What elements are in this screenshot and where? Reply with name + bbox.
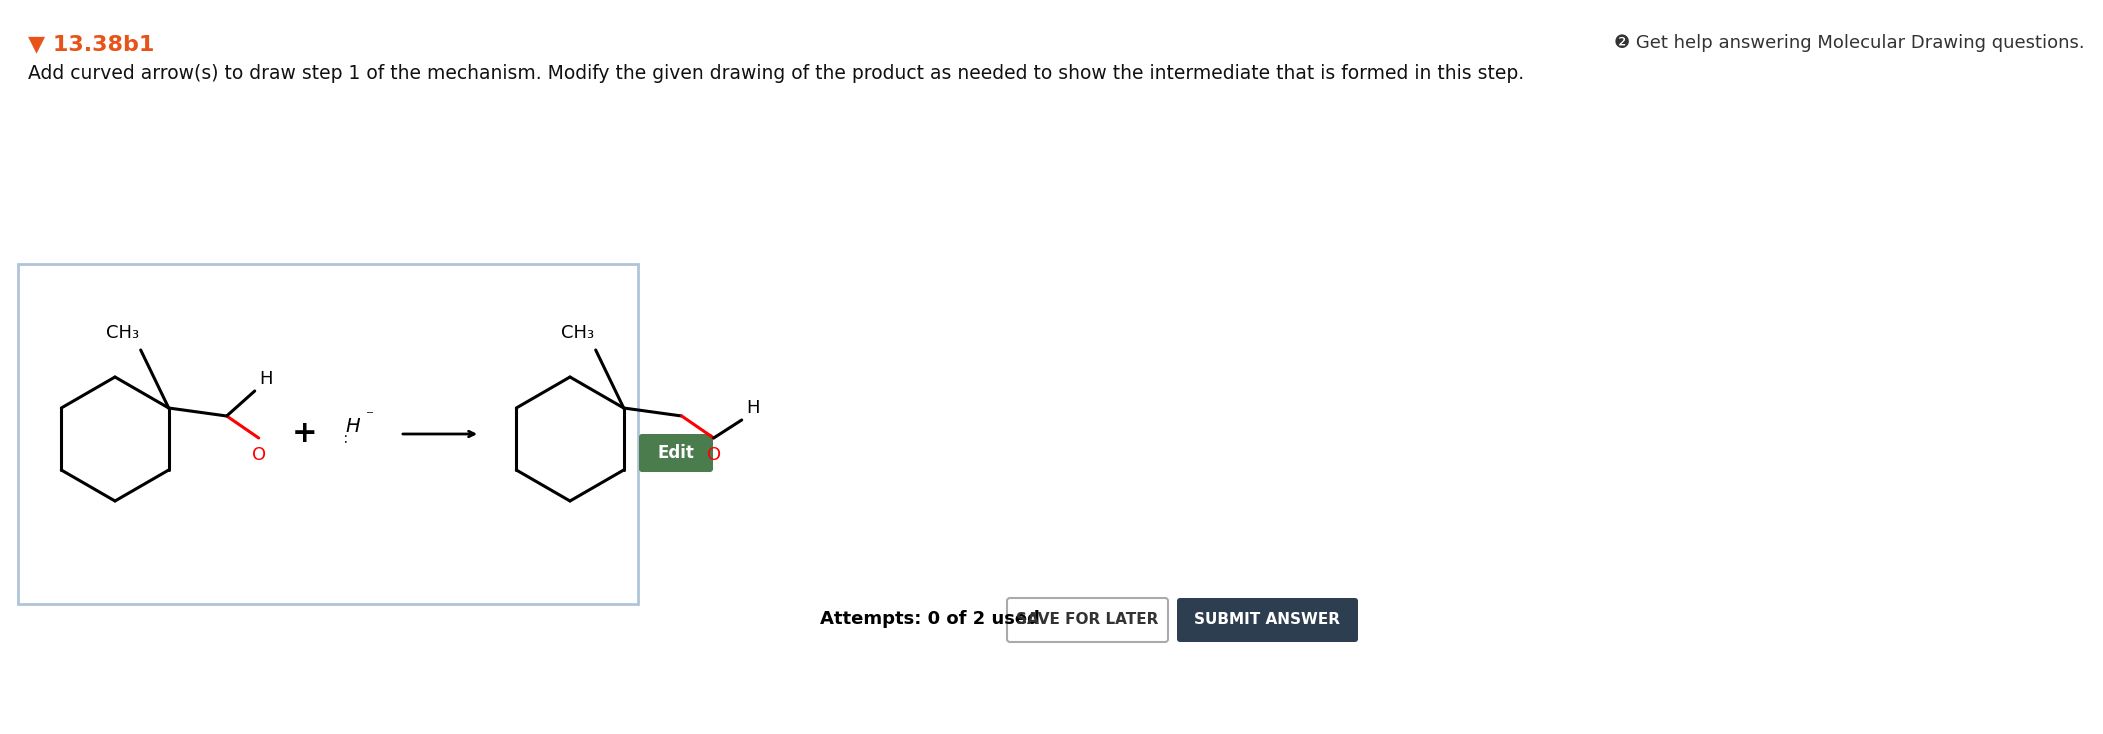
Text: CH₃: CH₃ [562,324,595,342]
Text: +: + [292,420,318,448]
Text: ❷ Get help answering Molecular Drawing questions.: ❷ Get help answering Molecular Drawing q… [1615,34,2084,52]
Text: ▼ 13.38b1: ▼ 13.38b1 [27,34,154,54]
Text: SUBMIT ANSWER: SUBMIT ANSWER [1195,612,1340,628]
Text: ∶: ∶ [345,433,347,447]
FancyBboxPatch shape [639,434,713,472]
Text: Attempts: 0 of 2 used: Attempts: 0 of 2 used [820,610,1039,628]
FancyBboxPatch shape [19,264,637,604]
Text: O: O [707,446,721,464]
Text: SAVE FOR LATER: SAVE FOR LATER [1016,612,1159,628]
Text: ⁻: ⁻ [366,409,374,424]
Text: H: H [345,416,360,435]
Text: Edit: Edit [658,444,694,462]
FancyBboxPatch shape [1007,598,1167,642]
Text: CH₃: CH₃ [105,324,139,342]
Text: Add curved arrow(s) to draw step 1 of the mechanism. Modify the given drawing of: Add curved arrow(s) to draw step 1 of th… [27,64,1525,83]
Text: H: H [747,399,759,417]
FancyBboxPatch shape [1178,598,1359,642]
Text: H: H [259,370,273,388]
Text: O: O [252,446,265,464]
